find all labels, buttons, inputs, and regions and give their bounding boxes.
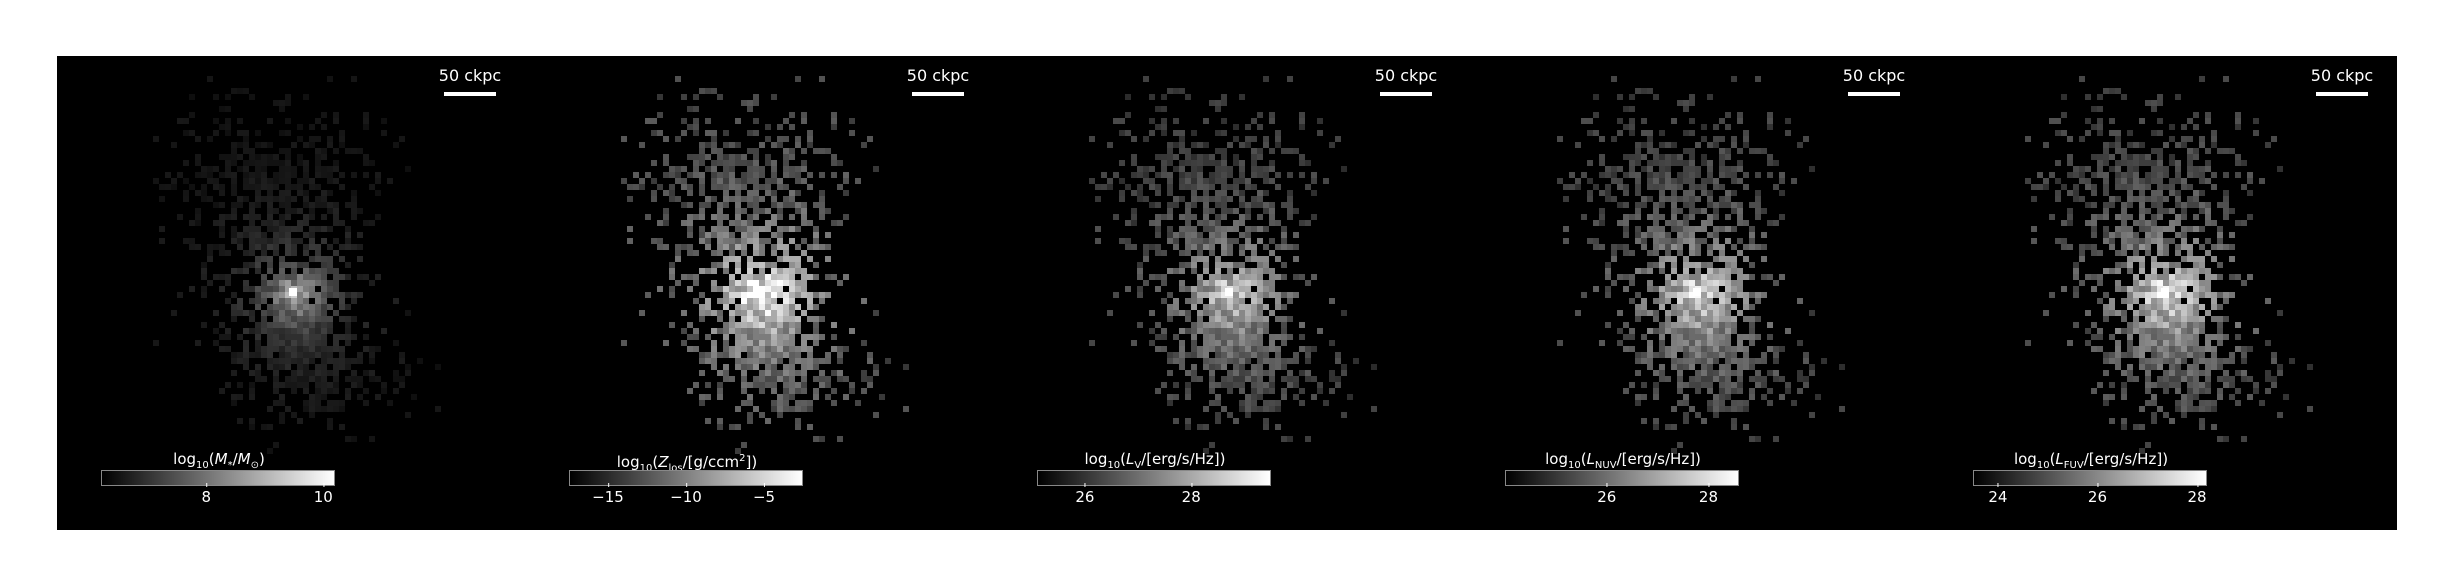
pixel-map (1557, 76, 1845, 454)
map-panel-stellar-mass: 50 ckpc log10(M*/M⊙) 8 10 (57, 56, 525, 530)
pixel-map (153, 76, 441, 454)
scale-bar: 50 ckpc (2307, 66, 2377, 96)
scale-bar-label: 50 ckpc (438, 66, 502, 85)
colorbar-ticks: 26 28 (1037, 483, 1273, 508)
colorbar-tick-label: 28 (2187, 483, 2207, 506)
scale-bar-line (912, 92, 964, 96)
colorbar-label: log10(LNUV/[erg/s/Hz]) (1545, 450, 1701, 471)
scale-bar-line (1380, 92, 1432, 96)
colorbar-gradient (1973, 470, 2207, 486)
colorbar-gradient (1037, 470, 1271, 486)
pixel-map (2025, 76, 2313, 454)
scale-bar-label: 50 ckpc (1374, 66, 1438, 85)
colorbar: log10(LNUV/[erg/s/Hz]) 26 28 (1505, 448, 1741, 508)
scale-bar-label: 50 ckpc (2310, 66, 2374, 85)
map-panel-metal-column: 50 ckpc log10(Zlos/[g/ccm2]) −15 −10 −5 (525, 56, 993, 530)
colorbar-label: log10(M*/M⊙) (173, 450, 265, 471)
map-panel-lum-nuv: 50 ckpc log10(LNUV/[erg/s/Hz]) 26 28 (1461, 56, 1929, 530)
colorbar-ticks: 8 10 (101, 483, 337, 508)
scale-bar-line (444, 92, 496, 96)
colorbar-tick-label: 26 (2087, 483, 2107, 506)
colorbar-label: log10(LV/[erg/s/Hz]) (1084, 450, 1226, 471)
colorbar-tick-label: 8 (201, 483, 212, 506)
scale-bar-label: 50 ckpc (1842, 66, 1906, 85)
colorbar-tick-label: 28 (1698, 483, 1719, 506)
colorbar-tick-label: −10 (670, 483, 702, 506)
figure-panels: 50 ckpc log10(M*/M⊙) 8 10 50 ckpc log10(Zlos/… (57, 56, 2397, 530)
map-panel-lum-fuv: 50 ckpc log10(LFUV/[erg/s/Hz]) 24 26 28 (1929, 56, 2397, 530)
scale-bar-line (1848, 92, 1900, 96)
pixel-map (621, 76, 909, 454)
colorbar: log10(Zlos/[g/ccm2]) −15 −10 −5 (569, 448, 805, 508)
colorbar-tick-label: −15 (592, 483, 624, 506)
colorbar: log10(LFUV/[erg/s/Hz]) 24 26 28 (1973, 448, 2209, 508)
colorbar-tick-label: 26 (1075, 483, 1095, 506)
colorbar-ticks: 26 28 (1505, 483, 1741, 508)
scale-bar-label: 50 ckpc (906, 66, 970, 85)
colorbar-tick-label: 10 (313, 483, 333, 506)
colorbar-label: log10(Zlos/[g/ccm2]) (616, 453, 758, 474)
colorbar-label: log10(LFUV/[erg/s/Hz]) (2013, 450, 2169, 471)
colorbar-tick-label: 26 (1597, 483, 1617, 506)
colorbar-tick-label: 24 (1988, 483, 2008, 506)
scale-bar-line (2316, 92, 2368, 96)
pixel-map (1089, 76, 1377, 454)
colorbar-ticks: 24 26 28 (1973, 483, 2209, 508)
scale-bar: 50 ckpc (1839, 66, 1909, 96)
colorbar-ticks: −15 −10 −5 (569, 483, 805, 508)
colorbar: log10(LV/[erg/s/Hz]) 26 28 (1037, 448, 1273, 508)
colorbar-tick-label: −5 (752, 483, 776, 506)
scale-bar: 50 ckpc (435, 66, 505, 96)
colorbar-gradient (1505, 470, 1739, 486)
colorbar: log10(M*/M⊙) 8 10 (101, 448, 337, 508)
colorbar-gradient (101, 470, 335, 486)
colorbar-tick-label: 28 (1181, 483, 1201, 506)
scale-bar: 50 ckpc (1371, 66, 1441, 96)
map-panel-lum-v: 50 ckpc log10(LV/[erg/s/Hz]) 26 28 (993, 56, 1461, 530)
scale-bar: 50 ckpc (903, 66, 973, 96)
